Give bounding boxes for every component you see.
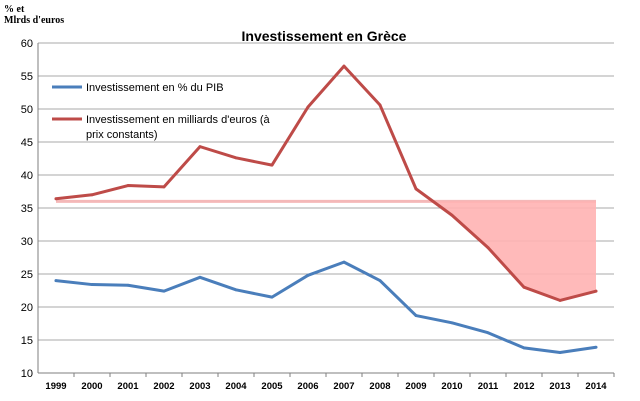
x-tick-label: 2010 xyxy=(441,381,462,392)
legend-label-milliards-line-1: Investissement en milliards d'euros (à xyxy=(86,114,271,126)
x-tick-label: 1999 xyxy=(45,381,66,392)
x-tick-label: 2003 xyxy=(189,381,210,392)
series-1-point xyxy=(522,285,526,289)
series-0-point xyxy=(378,279,382,282)
x-tick-label: 2005 xyxy=(261,381,283,392)
series-line-1 xyxy=(54,64,598,302)
investment-gap-annotation xyxy=(56,199,596,301)
axes: 10 15 20 25 30 35 40 45 50 55 60 1999 2000 2001 2002 20… xyxy=(21,38,615,392)
y-tick-label: 35 xyxy=(21,203,33,215)
series-0-point xyxy=(162,289,166,293)
shaded-investment-gap xyxy=(433,201,596,301)
series-1-point xyxy=(198,145,202,149)
x-tick-label: 2002 xyxy=(153,381,174,392)
series-0-point xyxy=(486,331,490,335)
legend-label-milliards-line-2: prix constants) xyxy=(86,129,158,141)
series-1-point xyxy=(126,184,130,187)
series-0-point xyxy=(450,321,454,325)
series-1-point xyxy=(450,213,454,217)
x-tick-label: 2000 xyxy=(81,381,102,392)
series-1-point xyxy=(90,193,94,197)
legend: Investissement en % du PIB Investissemen… xyxy=(52,82,271,141)
y-tick-label: 20 xyxy=(21,302,33,314)
series-1-point xyxy=(558,299,562,302)
series-1-point xyxy=(594,289,598,293)
y-tick-label: 25 xyxy=(21,269,33,281)
x-tick-label: 2006 xyxy=(297,381,318,392)
series-0-point xyxy=(270,295,274,299)
series-0-point xyxy=(342,260,346,264)
series-0-point xyxy=(90,283,94,286)
series-1-point xyxy=(270,163,274,167)
x-tick-label: 2012 xyxy=(513,381,534,392)
series-0-point xyxy=(558,351,562,354)
series-0-point xyxy=(522,346,526,350)
y-tick-label: 50 xyxy=(21,104,33,116)
x-tick-label: 2013 xyxy=(549,381,570,392)
series-lines xyxy=(54,64,598,355)
series-0-point xyxy=(594,345,598,349)
series-1-point xyxy=(54,197,58,201)
y-tick-label: 60 xyxy=(21,38,33,50)
y-tick-label: 45 xyxy=(21,137,33,149)
x-tick-label: 2001 xyxy=(117,381,139,392)
series-1-point xyxy=(162,185,166,189)
y-tick-label: 15 xyxy=(21,335,33,347)
y-tick-label: 55 xyxy=(21,71,33,83)
y-tick-label: 30 xyxy=(21,236,33,248)
y-axis-unit-label: % et Mlrds d'euros xyxy=(4,4,74,26)
y-axis-unit-line-1: % et xyxy=(4,4,25,15)
y-tick-label: 10 xyxy=(21,368,33,380)
x-tick-label: 2008 xyxy=(369,381,390,392)
series-0-point xyxy=(54,279,58,282)
y-axis-unit-line-2: Mlrds d'euros xyxy=(4,15,65,26)
series-1-point xyxy=(306,105,310,109)
series-1-point xyxy=(342,64,346,68)
series-0-point xyxy=(306,273,310,277)
series-0-point xyxy=(234,288,238,292)
series-1-point xyxy=(414,187,418,191)
series-1-point xyxy=(234,156,238,160)
x-tick-label: 2009 xyxy=(405,381,426,392)
series-0-point xyxy=(198,275,202,279)
y-tick-label: 40 xyxy=(21,170,33,182)
x-tick-label: 2007 xyxy=(333,381,354,392)
series-1-point xyxy=(378,103,382,107)
series-1-point xyxy=(486,246,490,250)
legend-label-pib: Investissement en % du PIB xyxy=(86,82,224,94)
x-tick-label: 2011 xyxy=(478,381,499,392)
x-tick-label: 2004 xyxy=(225,381,247,392)
chart-title: Investissement en Grèce xyxy=(242,28,407,44)
series-line-0 xyxy=(54,260,598,355)
series-0-point xyxy=(414,314,418,317)
series-0-point xyxy=(126,283,130,287)
x-tick-label: 2014 xyxy=(585,381,607,392)
